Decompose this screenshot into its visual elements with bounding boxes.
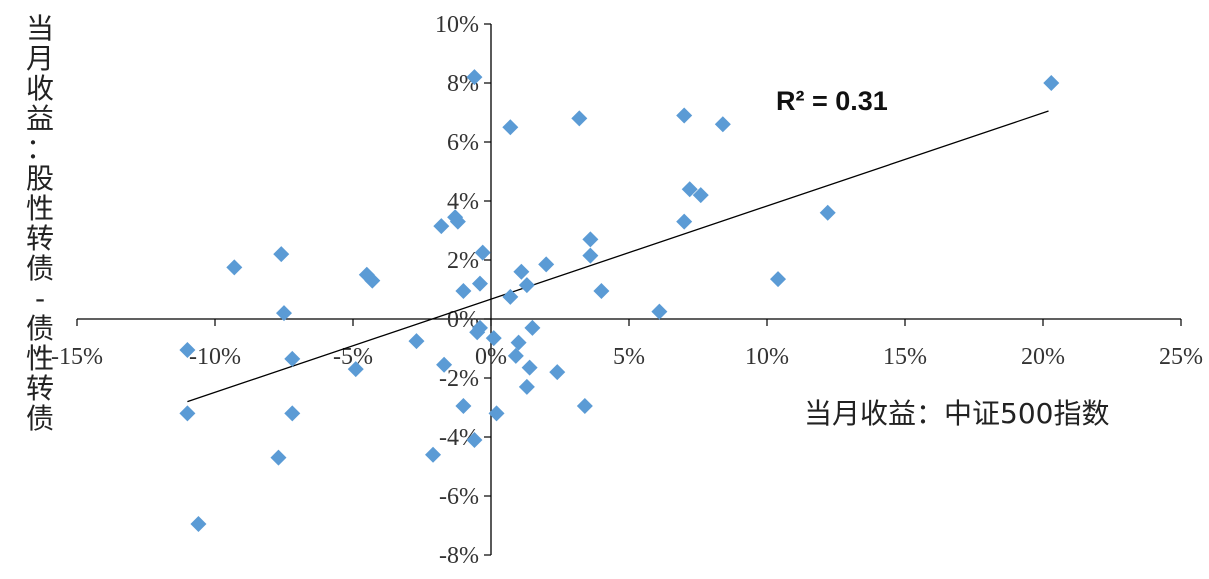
trendline [187, 110, 1049, 403]
data-point [488, 405, 505, 422]
data-point [524, 319, 541, 336]
data-point [676, 107, 693, 124]
y-axis-label-char: 收 [25, 72, 54, 105]
x-tick-label: 10% [745, 344, 789, 370]
data-point [681, 181, 698, 198]
data-point [425, 446, 442, 463]
x-tick-label: 0% [475, 344, 507, 370]
data-point [507, 347, 524, 364]
data-point [449, 213, 466, 230]
data-point [521, 359, 538, 376]
x-tick-label: 5% [613, 344, 645, 370]
y-axis-label-char: 债 [25, 252, 54, 285]
data-point [226, 259, 243, 276]
data-point [549, 364, 566, 381]
data-points [179, 69, 1060, 533]
x-axis-label: 当月收益：中证500指数 [804, 397, 1110, 430]
y-axis-label-char: - [34, 282, 46, 315]
data-point [179, 405, 196, 422]
data-point [273, 246, 290, 263]
axes [76, 23, 1182, 556]
data-point [593, 282, 610, 299]
data-point [518, 277, 535, 294]
y-axis-label-char: 债 [25, 402, 54, 435]
data-point [284, 350, 301, 367]
data-point [1043, 75, 1060, 91]
data-point [408, 333, 425, 350]
y-axis-label-char: ： [25, 132, 54, 165]
data-point [270, 449, 287, 466]
y-tick-label: 2% [447, 248, 479, 274]
data-point [692, 187, 709, 204]
data-point [819, 204, 836, 221]
data-point [714, 116, 731, 133]
y-tick-label: 4% [447, 189, 479, 215]
y-tick-label: -6% [439, 484, 479, 510]
data-point [651, 303, 668, 320]
data-point [466, 431, 483, 448]
data-point [582, 231, 599, 248]
y-tick-label: -8% [439, 543, 479, 569]
data-point [347, 361, 364, 378]
data-point [190, 516, 207, 533]
data-point [284, 405, 301, 422]
tick-labels: -15% -10% -5% 0% 5% 10% 15% 20% 25%10%8%6%4%2%0%… [51, 12, 1203, 569]
data-point [513, 263, 530, 280]
data-point [518, 378, 535, 395]
y-axis-label-char: 当 [25, 12, 54, 45]
data-point [466, 69, 483, 86]
y-axis-label-char: 性 [25, 192, 54, 225]
data-point [502, 288, 519, 305]
data-point [276, 305, 292, 322]
data-point [538, 256, 555, 273]
y-axis-label: 当月收益：股性转债 - 债性转债 [18, 14, 62, 434]
y-axis-label-char: 股 [25, 162, 54, 195]
data-point [471, 275, 488, 292]
y-axis-label-char: 性 [25, 342, 54, 375]
data-point [676, 213, 693, 230]
y-axis-label-char: 转 [25, 222, 54, 255]
x-tick-label: -15% [51, 344, 103, 370]
data-point [770, 271, 787, 288]
data-point [433, 218, 450, 235]
x-tick-label: 25% [1159, 344, 1203, 370]
x-tick-label: -10% [189, 344, 241, 370]
data-point [436, 356, 453, 373]
data-point [455, 398, 472, 415]
y-tick-label: 6% [447, 130, 479, 156]
y-tick-label: 10% [435, 12, 479, 38]
trendline-group [187, 110, 1049, 403]
data-point [364, 272, 381, 289]
y-axis-label-char: 月 [25, 42, 54, 75]
data-point [474, 244, 491, 261]
data-point [469, 324, 486, 341]
data-point [485, 330, 502, 347]
data-point [179, 341, 196, 358]
x-tick-label: 20% [1021, 344, 1065, 370]
data-point [582, 247, 599, 264]
y-axis-label-char: 债 [25, 312, 54, 345]
data-point [502, 119, 519, 136]
r-squared-annotation: R² = 0.31 [776, 86, 888, 116]
y-axis-label-char: 益 [25, 102, 54, 135]
data-point [571, 110, 588, 127]
x-tick-label: 15% [883, 344, 927, 370]
data-point [510, 334, 527, 351]
data-point [576, 398, 593, 415]
data-point [455, 282, 472, 299]
y-axis-label-char: 转 [25, 372, 54, 405]
